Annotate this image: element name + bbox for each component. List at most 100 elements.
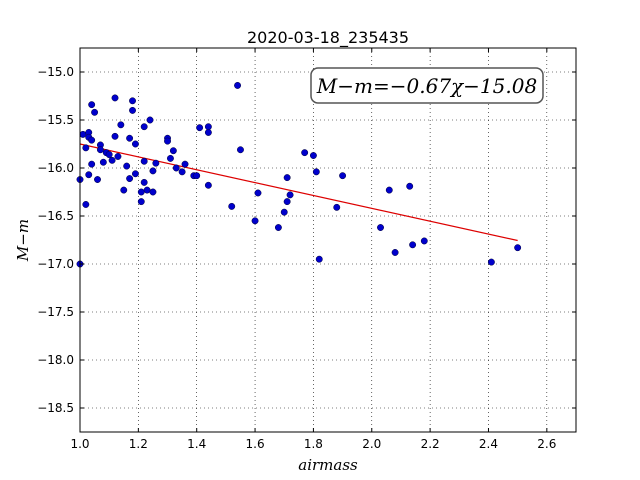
- y-tick-label: −17.0: [37, 257, 74, 271]
- data-point: [204, 181, 212, 189]
- data-point: [82, 144, 90, 152]
- equation-box: [310, 67, 544, 104]
- data-point: [105, 151, 113, 159]
- data-point: [143, 186, 151, 194]
- x-axis-label: airmass: [298, 456, 358, 474]
- data-point: [196, 124, 204, 132]
- x-tick-label: 1.0: [70, 437, 89, 451]
- data-point: [286, 191, 294, 199]
- data-point: [131, 140, 139, 148]
- data-point: [315, 255, 323, 263]
- data-point: [108, 156, 116, 164]
- data-point: [193, 172, 201, 180]
- data-point: [312, 168, 320, 176]
- data-point: [166, 154, 174, 162]
- x-axis-ticks: 1.0 1.2 1.4 1.6 1.8 2.0 2.2 2.4 2.6: [70, 48, 556, 451]
- data-point: [140, 123, 148, 131]
- x-tick-label: 1.4: [187, 437, 206, 451]
- x-tick-label: 1.2: [129, 437, 148, 451]
- data-point: [96, 146, 104, 154]
- data-point: [301, 149, 309, 157]
- plot-area: [80, 48, 576, 432]
- chart-title: 2020-03-18_235435: [247, 28, 409, 48]
- data-point: [280, 208, 288, 216]
- data-point: [487, 258, 495, 266]
- data-point: [85, 171, 93, 179]
- data-point: [178, 168, 186, 176]
- data-point: [514, 244, 522, 252]
- data-point: [274, 224, 282, 231]
- y-tick-label: −15.0: [37, 65, 74, 79]
- data-point: [164, 137, 171, 145]
- x-tick-label: 2.2: [421, 437, 440, 451]
- data-point: [82, 201, 90, 208]
- data-points: [76, 81, 522, 268]
- data-point: [140, 157, 148, 165]
- data-point: [204, 129, 212, 136]
- data-point: [309, 152, 317, 159]
- data-point: [120, 186, 128, 194]
- data-point: [79, 130, 87, 138]
- data-point: [409, 241, 417, 249]
- data-point: [283, 174, 291, 182]
- y-axis-ticks: −15.0 −15.5 −16.0 −16.5 −17.0 −17.5 −18.0 −18.5: [37, 65, 576, 415]
- data-point: [88, 101, 96, 109]
- data-point: [137, 198, 145, 206]
- data-point: [149, 167, 157, 175]
- data-point: [254, 189, 262, 197]
- y-tick-label: −18.5: [37, 401, 74, 415]
- y-tick-label: −17.5: [37, 305, 74, 319]
- data-point: [140, 178, 148, 186]
- x-tick-label: 2.4: [479, 437, 498, 451]
- x-tick-label: 2.6: [537, 437, 556, 451]
- data-point: [181, 160, 189, 168]
- y-tick-label: −15.5: [37, 113, 74, 127]
- equation-text: M−m=−0.67χ−15.08: [316, 74, 537, 98]
- grid: [79, 48, 576, 432]
- data-point: [117, 121, 125, 129]
- data-point: [111, 132, 119, 140]
- data-point: [385, 186, 393, 194]
- y-axis-label: M−m: [14, 219, 32, 262]
- data-point: [251, 217, 259, 225]
- data-point: [172, 164, 180, 172]
- data-point: [169, 147, 177, 155]
- data-point: [126, 134, 134, 142]
- plot-background: [80, 48, 576, 432]
- data-point: [204, 123, 212, 131]
- data-point: [377, 224, 384, 231]
- data-point: [283, 198, 291, 206]
- y-tick-label: −16.0: [37, 161, 74, 175]
- x-tick-label: 2.0: [362, 437, 381, 451]
- data-point: [406, 182, 414, 190]
- data-point: [99, 158, 107, 166]
- fit-line: [79, 143, 518, 242]
- data-point: [126, 175, 134, 183]
- data-point: [333, 203, 341, 211]
- data-point: [94, 176, 101, 183]
- y-tick-label: −18.0: [37, 353, 74, 367]
- data-point: [391, 249, 399, 256]
- data-point: [339, 172, 347, 180]
- data-point: [123, 162, 131, 170]
- data-point: [129, 106, 136, 114]
- x-tick-label: 1.8: [304, 437, 323, 451]
- y-tick-label: −16.5: [37, 209, 74, 223]
- data-point: [114, 153, 122, 160]
- data-point: [234, 81, 242, 89]
- plot-frame: [79, 47, 577, 433]
- data-point: [129, 97, 136, 105]
- data-point: [131, 170, 139, 178]
- data-point: [146, 116, 154, 124]
- data-point: [152, 159, 160, 167]
- data-point: [111, 94, 119, 102]
- x-tick-label: 1.6: [246, 437, 265, 451]
- plot-border: [79, 47, 577, 433]
- data-point: [91, 108, 99, 116]
- data-point: [137, 188, 145, 196]
- data-point: [149, 188, 157, 196]
- data-point: [88, 160, 96, 168]
- data-point: [88, 136, 96, 144]
